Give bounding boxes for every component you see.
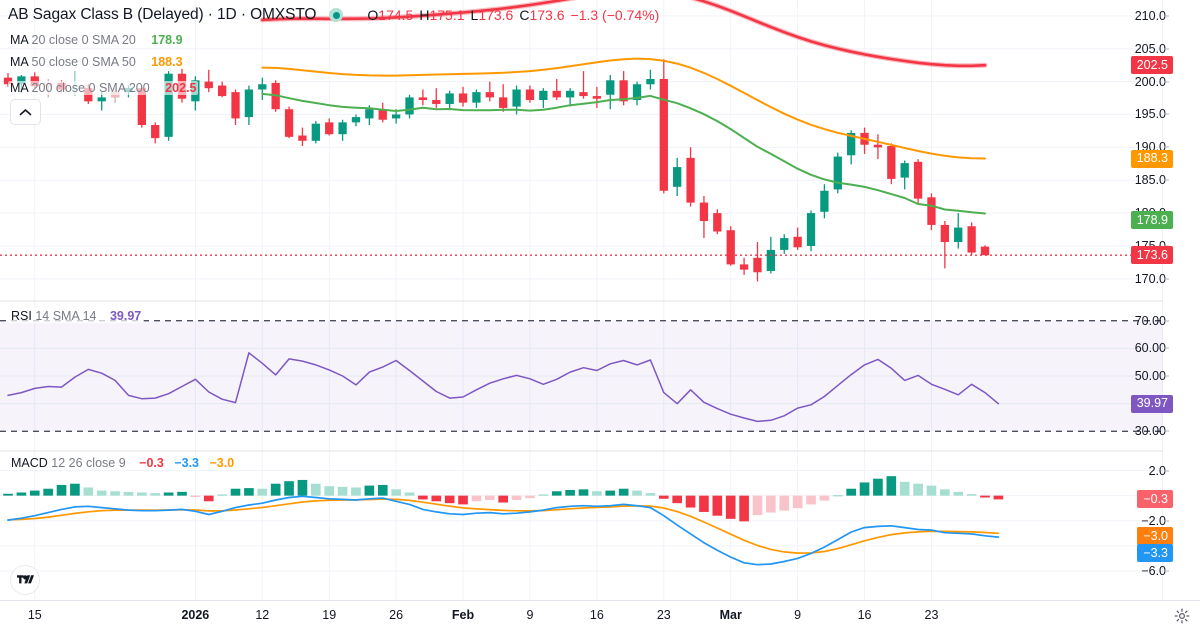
macd-tag[interactable]: −3.0 (1137, 527, 1173, 546)
macd-axis-label: −2.0 (1141, 513, 1166, 528)
price-axis-label: 195.0 (1134, 107, 1166, 122)
open-label: O (367, 7, 379, 23)
legend-ma50-params: 50 close 0 SMA 50 (31, 55, 136, 69)
time-axis-label: 9 (794, 608, 802, 622)
legend-ma20-value: 178.9 (151, 33, 183, 47)
time-axis-label: 16 (857, 608, 872, 622)
high-value: 175.1 (429, 7, 465, 23)
legend-ma20[interactable]: MA 20 close 0 SMA 20 178.9 (8, 33, 185, 47)
axis-tick (1164, 320, 1169, 322)
price-tag[interactable]: 188.3 (1130, 149, 1173, 168)
legend-macd-params: 12 26 close 9 (51, 456, 126, 470)
time-axis-label: Feb (451, 608, 475, 622)
legend-ma200-params: 200 close 0 SMA 200 (31, 81, 150, 95)
rsi-axis-label: 50.00 (1134, 369, 1166, 383)
close-label: C (519, 7, 530, 23)
axis-tick (1164, 146, 1169, 148)
axis-tick (1164, 48, 1169, 50)
price-tag[interactable]: 173.6 (1130, 246, 1173, 265)
axis-tick (1164, 81, 1169, 83)
legend-ma200-name: MA (10, 81, 29, 95)
legend-rsi-name: RSI (11, 309, 32, 323)
time-axis-label: 26 (389, 608, 404, 622)
legend-rsi[interactable]: RSI 14 SMA 14 39.97 (8, 309, 145, 323)
time-axis-label: Mar (719, 608, 742, 622)
legend-rsi-params: 14 SMA 14 (35, 309, 97, 323)
chart-settings-gear-icon[interactable] (1174, 608, 1190, 624)
time-axis-label: 15 (27, 608, 42, 622)
price-tag[interactable]: 202.5 (1130, 56, 1173, 75)
rsi-axis-label: 30.00 (1134, 424, 1166, 439)
rsi-axis-label: 60.00 (1134, 341, 1166, 356)
price-axis[interactable]: 210.0205.0200.0195.0190.0185.0180.0175.0… (1130, 0, 1200, 600)
price-axis-label: 210.0 (1134, 8, 1166, 23)
chevron-up-icon (19, 108, 32, 115)
ohlc-readout: O174.5 H175.1 L173.6 C173.6 −1.3 (−0.74%) (367, 7, 659, 23)
axis-tick (1164, 113, 1169, 115)
axis-tick (1164, 520, 1169, 522)
high-label: H (419, 7, 430, 23)
change-value: −1.3 (−0.74%) (570, 7, 660, 23)
price-axis-label: 170.0 (1134, 271, 1166, 286)
macd-tag[interactable]: −0.3 (1137, 490, 1173, 509)
market-status-dot-icon[interactable] (329, 8, 344, 22)
chart-canvas[interactable] (0, 0, 1163, 600)
legend-ma50[interactable]: MA 50 close 0 SMA 50 188.3 (8, 55, 185, 69)
price-axis-label: 200.0 (1134, 74, 1166, 89)
legend-ma20-params: 20 close 0 SMA 20 (31, 33, 136, 47)
time-axis-label: 9 (526, 608, 534, 622)
legend-rsi-value: 39.97 (109, 309, 142, 323)
macd-axis-label: −6.0 (1141, 563, 1166, 578)
macd-axis-label: 2.0 (1148, 463, 1166, 478)
legend-macd[interactable]: MACD 12 26 close 9 −0.3 −3.3 −3.0 (8, 456, 238, 470)
rsi-tag[interactable]: 39.97 (1130, 394, 1173, 413)
legend-ma200[interactable]: MA 200 close 0 SMA 200 202.5 (8, 81, 199, 95)
axis-tick (1164, 430, 1169, 432)
time-axis-label: 23 (656, 608, 671, 622)
legend-ma20-name: MA (10, 33, 29, 47)
legend-ma50-value: 188.3 (151, 55, 183, 69)
legend-macd-name: MACD (11, 456, 48, 470)
symbol-header: AB Sagax Class B (Delayed) · 1D · OMXSTO… (8, 4, 659, 26)
low-value: 173.6 (478, 7, 514, 23)
open-value: 174.5 (378, 7, 414, 23)
legend-macd-macd-value: −3.0 (209, 456, 235, 470)
symbol-title[interactable]: AB Sagax Class B (Delayed) · 1D · OMXSTO (8, 6, 317, 23)
tradingview-logo-icon (16, 574, 34, 583)
low-label: L (470, 7, 479, 23)
legend-ma50-name: MA (10, 55, 29, 69)
axis-tick (1164, 347, 1169, 349)
axis-tick (1164, 375, 1169, 377)
axis-tick (1164, 245, 1169, 247)
tradingview-logo[interactable] (10, 565, 40, 595)
price-axis-label: 205.0 (1134, 41, 1166, 56)
price-tag[interactable]: 178.9 (1130, 211, 1173, 230)
macd-tag[interactable]: −3.3 (1137, 544, 1173, 563)
axis-tick (1164, 179, 1169, 181)
legend-macd-signal-value: −3.3 (174, 456, 199, 470)
time-axis-label: 12 (255, 608, 270, 622)
time-axis-label: 2026 (181, 608, 210, 622)
rsi-axis-label: 70.00 (1134, 313, 1166, 328)
axis-tick (1164, 470, 1169, 472)
time-axis-label: 16 (589, 608, 604, 622)
axis-tick (1164, 15, 1169, 17)
legend-macd-hist-value: −0.3 (139, 456, 164, 470)
axis-tick (1164, 570, 1169, 572)
time-axis-label: 19 (322, 608, 337, 622)
axis-tick (1164, 278, 1169, 280)
time-axis[interactable]: 15 2026 12 19 26 Feb 9 16 23 Mar 9 16 23 (0, 600, 1200, 631)
time-axis-label: 23 (924, 608, 939, 622)
close-value: 173.6 (529, 7, 565, 23)
legend-ma200-value: 202.5 (165, 81, 197, 95)
price-axis-label: 185.0 (1134, 173, 1166, 188)
collapse-pane-button[interactable] (10, 99, 41, 125)
